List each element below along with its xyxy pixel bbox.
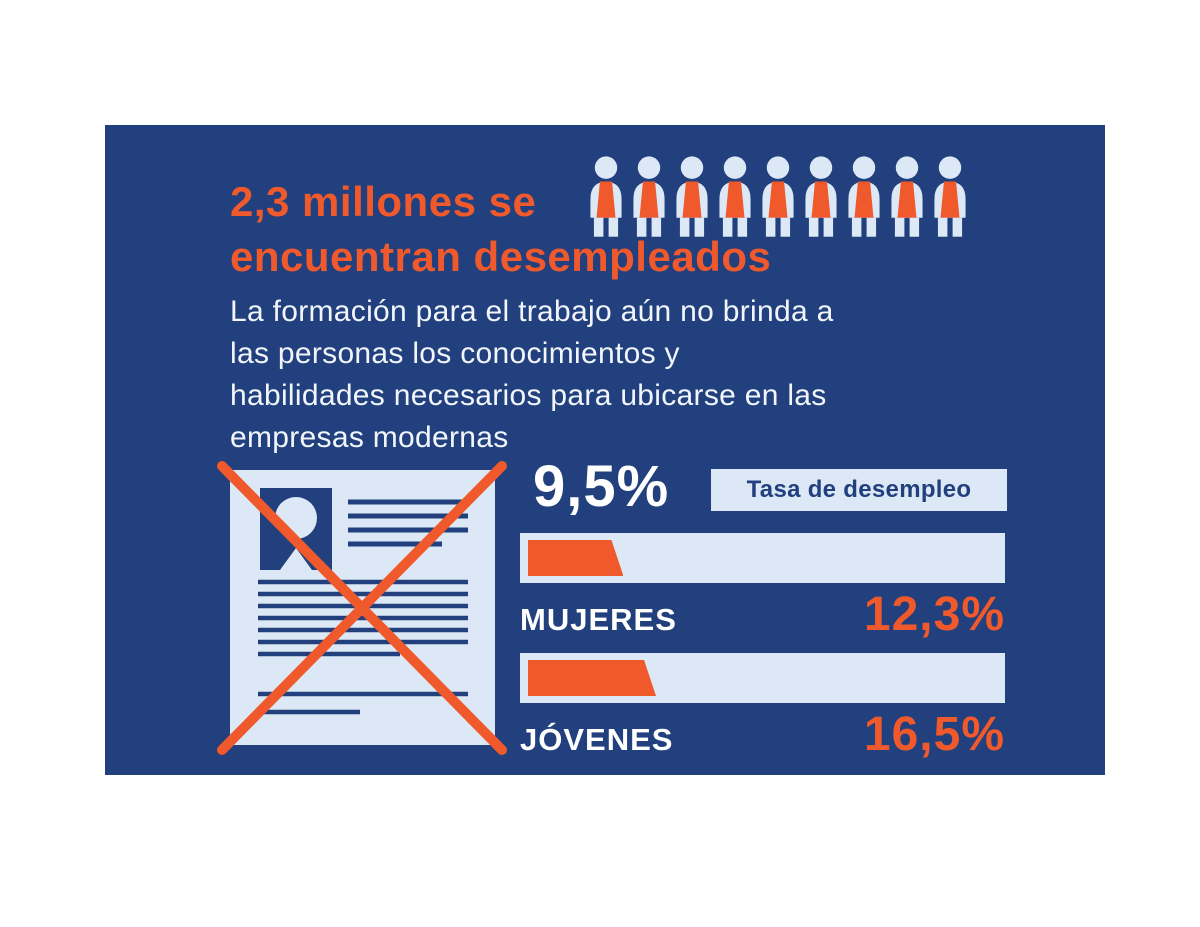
subtitle: La formación para el trabajo aún no brin…: [230, 291, 834, 459]
headline-line1: 2,3 millones se: [230, 178, 537, 225]
person-icon: [848, 156, 880, 237]
bar-jovenes-caption: JÓVENES 16,5%: [520, 707, 1005, 762]
bar-mujeres-value: 12,3%: [863, 588, 1005, 641]
bar-jovenes-label: JÓVENES: [520, 722, 674, 757]
certificate-header-lines: [348, 499, 468, 547]
rejected-certificate-illustration: [217, 461, 507, 755]
person-icon: [762, 156, 794, 237]
bar-jovenes-fill: [528, 660, 656, 696]
certificate-seal-icon: [260, 488, 332, 570]
people-icons-row: [587, 153, 969, 241]
infographic-card: 2,3 millones se encuentran desempleados …: [105, 125, 1105, 775]
subtitle-line: La formación para el trabajo aún no brin…: [230, 295, 834, 328]
bar-mujeres: [520, 533, 1005, 583]
subtitle-line: empresas modernas: [230, 421, 509, 454]
person-icon: [590, 156, 622, 237]
subtitle-line: habilidades necesarios para ubicarse en …: [230, 379, 827, 412]
person-icon: [633, 156, 665, 237]
person-icon: [934, 156, 966, 237]
bar-jovenes: [520, 653, 1005, 703]
certificate-body-lines: [258, 579, 468, 715]
headline: 2,3 millones se encuentran desempleados: [230, 175, 771, 284]
unemployment-rate-label: Tasa de desempleo: [711, 469, 1007, 511]
subtitle-line: las personas los conocimientos y: [230, 337, 680, 370]
bar-mujeres-fill: [528, 540, 623, 576]
person-icon: [676, 156, 708, 237]
headline-line2: encuentran desempleados: [230, 232, 772, 280]
cross-out-icon: [217, 461, 507, 755]
person-icon: [805, 156, 837, 237]
bar-mujeres-caption: MUJERES 12,3%: [520, 587, 1005, 642]
unemployment-rate-value: 9,5%: [533, 454, 670, 519]
bar-mujeres-label: MUJERES: [520, 602, 677, 637]
person-icon: [719, 156, 751, 237]
person-icon: [891, 156, 923, 237]
bar-jovenes-value: 16,5%: [863, 708, 1005, 761]
